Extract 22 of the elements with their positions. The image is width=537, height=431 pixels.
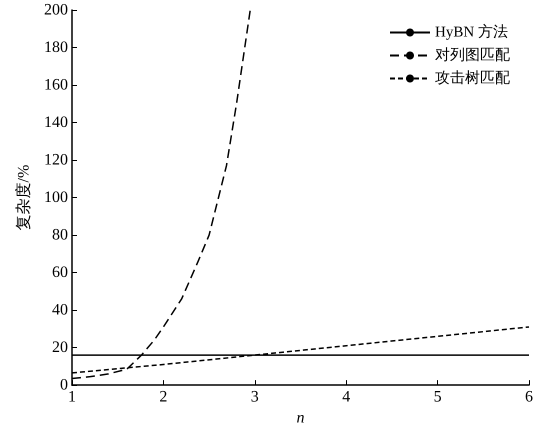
x-tick-label: 4 (342, 388, 350, 406)
y-tick-label: 140 (44, 114, 68, 132)
y-tick-label: 60 (52, 264, 68, 282)
legend-label: 攻击树匹配 (435, 70, 510, 86)
x-tick-label: 3 (250, 388, 259, 406)
x-tick-label: 2 (159, 388, 168, 406)
legend-label: HyBN 方法 (435, 24, 508, 40)
y-tick-label: 100 (44, 189, 68, 206)
y-axis-title: 复杂度/% (14, 164, 32, 230)
y-tick-label: 120 (44, 152, 68, 169)
y-tick-label: 80 (52, 226, 68, 244)
x-tick-label: 5 (434, 388, 442, 406)
x-tick-label: 6 (525, 388, 533, 406)
y-tick-label: 20 (52, 339, 68, 356)
y-tick-label: 0 (60, 376, 68, 394)
y-tick-label: 160 (44, 76, 68, 94)
y-tick-label: 40 (52, 302, 68, 319)
legend-label: 对列图匹配 (435, 46, 510, 64)
y-tick-label: 200 (44, 2, 68, 18)
y-tick-label: 180 (44, 39, 68, 56)
x-axis-title: n (296, 410, 304, 426)
x-tick-label: 1 (68, 388, 76, 406)
